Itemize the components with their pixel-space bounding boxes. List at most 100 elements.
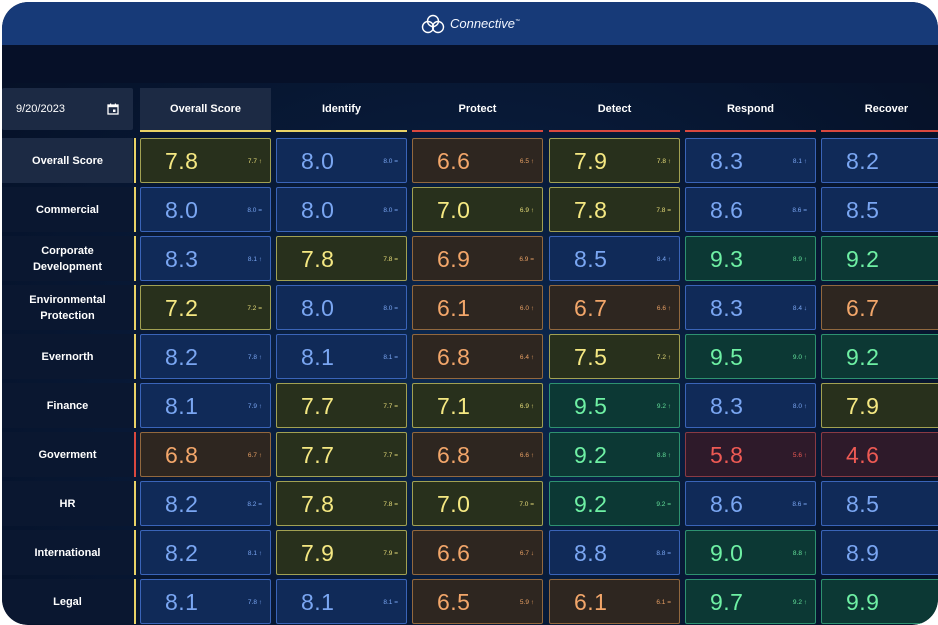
row-label[interactable]: Environmental Protection	[2, 285, 136, 330]
score-cell[interactable]: 8.6 8.6 =	[685, 481, 816, 526]
score-cell[interactable]: 5.8 5.6 ↑	[685, 432, 816, 477]
score-value: 7.8	[301, 491, 335, 517]
score-value: 7.5	[574, 344, 608, 370]
score-cell[interactable]: 6.1 6.0 ↑	[412, 285, 543, 330]
previous-score-trend: 7.7 =	[383, 452, 398, 459]
score-cell[interactable]: 7.7 7.7 =	[276, 383, 407, 428]
score-cell[interactable]: 6.8 6.7 ↑	[140, 432, 271, 477]
previous-score-trend: 9.2 ↑	[792, 599, 807, 606]
score-cell[interactable]: 6.8 6.6 ↑	[412, 432, 543, 477]
calendar-icon[interactable]	[107, 103, 119, 115]
score-cell[interactable]: 8.6 8.6 =	[685, 187, 816, 232]
score-cell[interactable]: 9.0 8.8 ↑	[685, 530, 816, 575]
score-cell[interactable]: 8.0 8.0 =	[276, 187, 407, 232]
score-value: 9.3	[710, 246, 744, 272]
score-cell[interactable]: 8.3 8.1 ↑	[685, 138, 816, 183]
row-label[interactable]: Commercial	[2, 187, 136, 232]
previous-score-trend: 6.5 ↑	[519, 158, 534, 165]
score-cell[interactable]: 8.2 8.1 ↑	[140, 530, 271, 575]
row-label[interactable]: International	[2, 530, 136, 575]
score-cell[interactable]: 6.6 6.7 ↓	[412, 530, 543, 575]
previous-score-trend: 6.6 ↑	[656, 305, 671, 312]
score-cell[interactable]: 8.58.	[821, 481, 938, 526]
previous-score-trend: 6.1 =	[656, 599, 671, 606]
score-cell[interactable]: 6.8 6.4 ↑	[412, 334, 543, 379]
score-cell[interactable]: 7.8 7.8 =	[549, 187, 680, 232]
score-cell[interactable]: 9.28.	[821, 334, 938, 379]
score-cell[interactable]: 8.0 8.0 =	[140, 187, 271, 232]
score-cell[interactable]: 9.7 9.2 ↑	[685, 579, 816, 624]
score-cell[interactable]: 8.27.9	[821, 138, 938, 183]
score-cell[interactable]: 7.97.	[821, 383, 938, 428]
column-header-recover[interactable]: Recover	[821, 88, 938, 132]
score-cell[interactable]: 6.7 6.6 ↑	[549, 285, 680, 330]
score-cell[interactable]: 9.28.	[821, 236, 938, 281]
score-cell[interactable]: 8.3 8.4 ↓	[685, 285, 816, 330]
score-cell[interactable]: 6.1 6.1 =	[549, 579, 680, 624]
score-cell[interactable]: 7.0 6.9 ↑	[412, 187, 543, 232]
score-cell[interactable]: 7.8 7.8 =	[276, 481, 407, 526]
row-label-text: Overall Score	[32, 154, 103, 167]
row-label[interactable]: HR	[2, 481, 136, 526]
column-accent-line	[276, 130, 407, 132]
previous-score-trend: 7.8 =	[383, 256, 398, 263]
row-label[interactable]: Legal	[2, 579, 136, 624]
score-value: 8.9	[846, 540, 880, 566]
column-header-protect[interactable]: Protect	[412, 88, 543, 132]
brand-logo[interactable]: Connective™	[420, 14, 520, 34]
score-cell[interactable]: 7.7 7.7 =	[276, 432, 407, 477]
score-cell[interactable]: 7.9 7.8 ↑	[549, 138, 680, 183]
score-cell[interactable]: 7.1 6.9 ↑	[412, 383, 543, 428]
score-cell[interactable]: 6.76.	[821, 285, 938, 330]
score-cell[interactable]: 8.1 7.9 ↑	[140, 383, 271, 428]
score-cell[interactable]: 8.0 8.0 =	[276, 285, 407, 330]
score-cell[interactable]: 9.5 9.0 ↑	[685, 334, 816, 379]
score-cell[interactable]: 6.6 6.5 ↑	[412, 138, 543, 183]
date-picker[interactable]: 9/20/2023	[2, 88, 133, 130]
score-cell[interactable]: 8.3 8.1 ↑	[140, 236, 271, 281]
column-header-overall-score[interactable]: Overall Score	[140, 88, 271, 132]
score-cell[interactable]: 7.8 7.7 ↑	[140, 138, 271, 183]
score-cell[interactable]: 7.5 7.2 ↑	[549, 334, 680, 379]
score-cell[interactable]: 7.2 7.2 =	[140, 285, 271, 330]
score-cell[interactable]: 8.1 8.1 =	[276, 579, 407, 624]
score-cell[interactable]: 9.2 8.8 ↑	[549, 432, 680, 477]
column-header-label: Recover	[864, 103, 909, 115]
column-header-respond[interactable]: Respond	[685, 88, 816, 132]
row-label[interactable]: Goverment	[2, 432, 136, 477]
score-cell[interactable]: 8.98.	[821, 530, 938, 575]
row-label[interactable]: Corporate Development	[2, 236, 136, 281]
score-cell[interactable]: 4.64.	[821, 432, 938, 477]
row-label[interactable]: Finance	[2, 383, 136, 428]
score-cell[interactable]: 7.9 7.9 =	[276, 530, 407, 575]
score-cell[interactable]: 9.3 8.9 ↑	[685, 236, 816, 281]
score-cell[interactable]: 7.8 7.8 =	[276, 236, 407, 281]
score-cell[interactable]: 8.58.	[821, 187, 938, 232]
score-cell[interactable]: 8.1 8.1 =	[276, 334, 407, 379]
score-cell[interactable]: 9.9	[821, 579, 938, 624]
previous-score-trend: 8.0 ↑	[792, 403, 807, 410]
score-cell[interactable]: 6.9 6.9 =	[412, 236, 543, 281]
column-header-detect[interactable]: Detect	[549, 88, 680, 132]
score-cell[interactable]: 8.8 8.8 =	[549, 530, 680, 575]
score-value: 6.6	[437, 148, 471, 174]
score-cell[interactable]: 9.2 9.2 =	[549, 481, 680, 526]
score-cell[interactable]: 8.2 7.8 ↑	[140, 334, 271, 379]
row-label[interactable]: Evernorth	[2, 334, 136, 379]
score-cell[interactable]: 8.5 8.4 ↑	[549, 236, 680, 281]
previous-score-trend: 7.9 =	[383, 550, 398, 557]
score-cell[interactable]: 7.0 7.0 =	[412, 481, 543, 526]
row-accent-bar	[134, 236, 136, 281]
score-cell[interactable]: 9.5 9.2 ↑	[549, 383, 680, 428]
score-value: 9.2	[574, 491, 608, 517]
score-cell[interactable]: 8.2 8.2 =	[140, 481, 271, 526]
column-header-identify[interactable]: Identify	[276, 88, 407, 132]
score-cell[interactable]: 8.1 7.8 ↑	[140, 579, 271, 624]
row-accent-bar	[134, 383, 136, 428]
score-cell[interactable]: 8.0 8.0 =	[276, 138, 407, 183]
score-cell[interactable]: 6.5 5.9 ↑	[412, 579, 543, 624]
row-label[interactable]: Overall Score	[2, 138, 136, 183]
score-cell[interactable]: 8.3 8.0 ↑	[685, 383, 816, 428]
row-accent-bar	[134, 530, 136, 575]
score-value: 6.8	[437, 344, 471, 370]
